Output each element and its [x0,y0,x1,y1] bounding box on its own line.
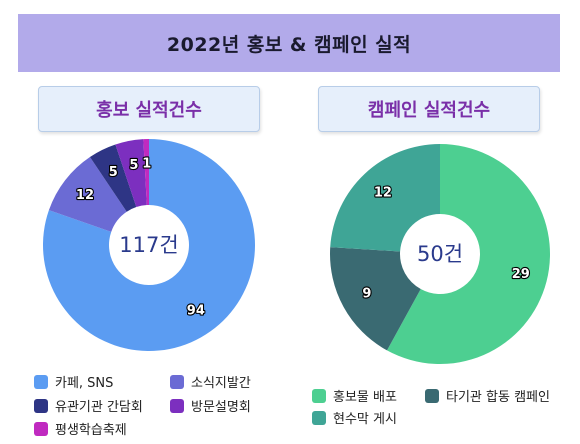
legend-swatch [170,398,184,413]
legend-label: 타기관 합동 캠페인 [446,390,550,405]
data-label-평생학습축제: 1 [142,157,151,172]
campaign-chart-title: 캠페인 실적건수 [367,100,491,121]
slice-홍보물-배포 [387,144,550,364]
legend-item-카페-sns: 카페, SNS [34,372,113,391]
data-label-홍보물-배포: 29 [512,267,530,282]
page-title: 2022년 홍보 & 캠페인 실적 [166,33,412,56]
legend-label: 현수막 게시 [333,412,397,427]
legend-label: 카페, SNS [55,376,114,391]
legend-swatch [312,388,326,403]
campaign-chart-title-box: 캠페인 실적건수 [318,86,540,132]
promo-chart-title: 홍보 실적건수 [96,100,202,121]
data-label-타기관-합동-캠페인: 9 [362,287,371,302]
slice-카페-sns [42,139,255,352]
legend-label: 소식지발간 [191,376,251,391]
legend-item-평생학습축제: 평생학습축제 [34,419,127,438]
legend-item-소식지발간: 소식지발간 [170,372,251,391]
data-label-현수막-게시: 12 [374,186,392,201]
promo-chart-title-box: 홍보 실적건수 [38,86,260,132]
legend-swatch [312,410,326,425]
slice-현수막-게시 [330,144,440,252]
legend-item-유관기관-간담회: 유관기관 간담회 [34,396,143,415]
data-label-소식지발간: 12 [76,188,94,203]
data-label-방문설명회: 5 [129,158,138,173]
legend-swatch [425,388,439,403]
data-label-유관기관-간담회: 5 [109,165,118,180]
legend-item-홍보물-배포: 홍보물 배포 [312,386,397,405]
slice-방문설명회 [115,139,147,208]
legend-label: 방문설명회 [191,400,251,415]
center-total-label: 50건 [417,242,463,266]
data-label-카페-sns: 94 [187,303,205,318]
legend-label: 홍보물 배포 [333,390,397,405]
slice-소식지발간 [48,156,127,232]
title-banner: 2022년 홍보 & 캠페인 실적 [18,14,560,72]
donut-1: 29 9 12 50건 [330,144,550,364]
legend-item-현수막-게시: 현수막 게시 [312,408,397,427]
legend-label: 평생학습축제 [55,423,127,438]
slice-평생학습축제 [143,139,149,206]
legend-item-타기관-합동-캠페인: 타기관 합동 캠페인 [425,386,550,405]
center-total-label: 117건 [119,233,178,257]
legend-swatch [34,398,48,413]
legend-swatch [34,374,48,389]
slice-타기관-합동-캠페인 [330,247,421,351]
slice-유관기관-간담회 [89,144,137,212]
legend-swatch [170,374,184,389]
legend-swatch [34,421,48,436]
legend-item-방문설명회: 방문설명회 [170,396,251,415]
legend-label: 유관기관 간담회 [55,400,143,415]
